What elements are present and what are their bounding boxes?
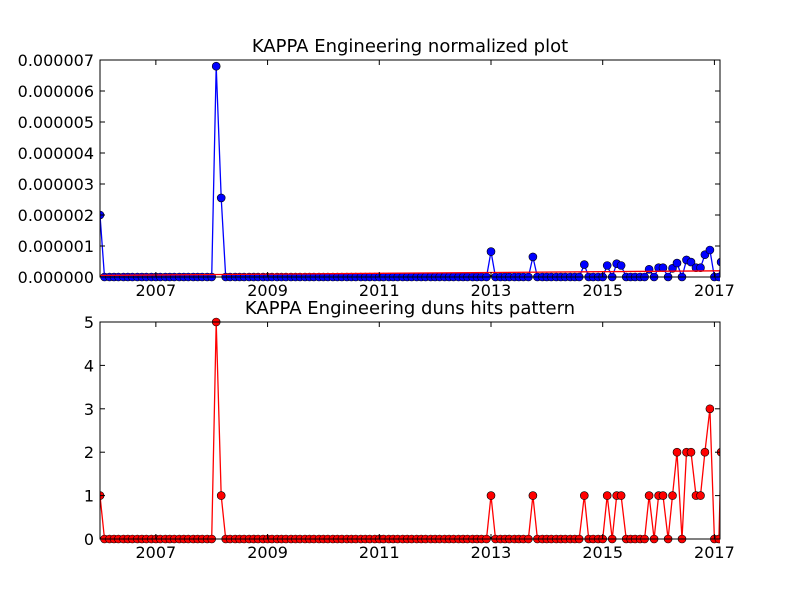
normalized-plot-series-0-point bbox=[644, 264, 654, 274]
normalized-plot-title: KAPPA Engineering normalized plot bbox=[252, 36, 568, 57]
duns-hits-plot-series-0-point bbox=[216, 491, 226, 500]
duns-hits-plot-x-tick-label: 2013 bbox=[471, 543, 512, 562]
normalized-plot-y-tick-label: 0.000007 bbox=[18, 51, 94, 70]
duns-hits-plot-y-tick-label: 0 bbox=[84, 530, 94, 549]
duns-hits-plot-area: 2007 2009 2011 2013 2015 2017 0 1 2 3 4 5 bbox=[84, 313, 735, 562]
duns-hits-plot-series-0-point bbox=[686, 447, 696, 457]
normalized-plot-series-0-point bbox=[579, 260, 589, 269]
normalized-plot-series-1-line bbox=[100, 270, 720, 277]
normalized-plot-series-0-point bbox=[672, 258, 682, 268]
normalized-plot-series-0-point bbox=[528, 252, 538, 262]
duns-hits-plot-y-tick-label: 2 bbox=[84, 443, 94, 462]
normalized-plot-x-tick-label: 2007 bbox=[135, 281, 176, 300]
normalized-plot-x-tick-label: 2017 bbox=[694, 281, 735, 300]
normalized-plot-series-0-point bbox=[216, 193, 226, 203]
normalized-plot: KAPPA Engineering normalized plot 2007 20… bbox=[18, 36, 735, 300]
duns-hits-plot-series-0-point bbox=[579, 491, 589, 500]
normalized-plot-y-tick-label: 0.000003 bbox=[18, 175, 94, 194]
normalized-plot-series-0-point bbox=[696, 263, 705, 273]
duns-hits-plot-x-tick-label: 2007 bbox=[135, 543, 176, 562]
duns-hits-plot-x-tick-label: 2017 bbox=[694, 543, 735, 562]
normalized-plot-series-0-point bbox=[705, 245, 715, 255]
duns-hits-plot-y-tick-label: 1 bbox=[84, 487, 94, 506]
duns-hits-plot-series-0-point bbox=[616, 491, 626, 500]
normalized-plot-area: 2007 2009 2011 2013 2015 2017 0.000000 0.000001… bbox=[18, 51, 735, 300]
normalized-plot-series-0-point bbox=[716, 257, 720, 267]
duns-hits-plot-y-tick-label: 5 bbox=[84, 313, 94, 332]
normalized-plot-x-tick-label: 2013 bbox=[471, 281, 512, 300]
duns-hits-plot-y-tick-label: 4 bbox=[84, 356, 94, 375]
normalized-plot-y-tick-label: 0.000005 bbox=[18, 113, 94, 132]
duns-hits-plot-series-0-point bbox=[700, 447, 710, 457]
normalized-plot-series-0-point bbox=[486, 247, 496, 256]
duns-hits-plot-series-0-point bbox=[486, 491, 496, 500]
normalized-plot-y-tick-label: 0.000001 bbox=[18, 237, 94, 256]
normalized-plot-series-0-point bbox=[686, 257, 696, 267]
duns-hits-plot-axes-frame bbox=[99, 321, 721, 540]
duns-hits-plot-series-0-point bbox=[644, 491, 654, 500]
normalized-plot-x-tick-label: 2009 bbox=[247, 281, 288, 300]
normalized-plot-series-0-point bbox=[211, 61, 221, 71]
normalized-plot-y-tick-label: 0.000002 bbox=[18, 206, 94, 225]
duns-hits-plot-series-0-point bbox=[668, 491, 677, 500]
normalized-plot-axes-frame bbox=[99, 59, 721, 278]
duns-hits-plot-series-0-point bbox=[528, 491, 538, 500]
duns-hits-plot-series-0-point bbox=[658, 491, 668, 500]
normalized-plot-x-tick-label: 2015 bbox=[582, 281, 623, 300]
duns-hits-plot-series-0-point bbox=[602, 491, 612, 500]
duns-hits-plot-y-tick-label: 3 bbox=[84, 400, 94, 419]
duns-hits-plot-series-0-point bbox=[672, 447, 682, 457]
normalized-plot-series-0-point bbox=[658, 263, 668, 273]
duns-hits-plot-x-tick-label: 2009 bbox=[247, 543, 288, 562]
duns-hits-plot-series-0-point bbox=[705, 404, 715, 414]
duns-hits-plot-x-tick-label: 2011 bbox=[359, 543, 400, 562]
duns-hits-plot-series-0-point bbox=[696, 491, 705, 500]
duns-hits-plot-x-tick-label: 2015 bbox=[582, 543, 623, 562]
normalized-plot-y-tick-label: 0.000000 bbox=[18, 268, 94, 287]
normalized-plot-y-tick-label: 0.000004 bbox=[18, 144, 94, 163]
normalized-plot-y-tick-label: 0.000006 bbox=[18, 82, 94, 101]
duns-hits-plot: KAPPA Engineering duns hits pattern 2007… bbox=[84, 298, 735, 562]
duns-hits-plot-title: KAPPA Engineering duns hits pattern bbox=[245, 298, 575, 319]
normalized-plot-x-tick-label: 2011 bbox=[359, 281, 400, 300]
normalized-plot-series-0-point bbox=[602, 261, 612, 270]
normalized-plot-series-0-point bbox=[616, 261, 626, 270]
